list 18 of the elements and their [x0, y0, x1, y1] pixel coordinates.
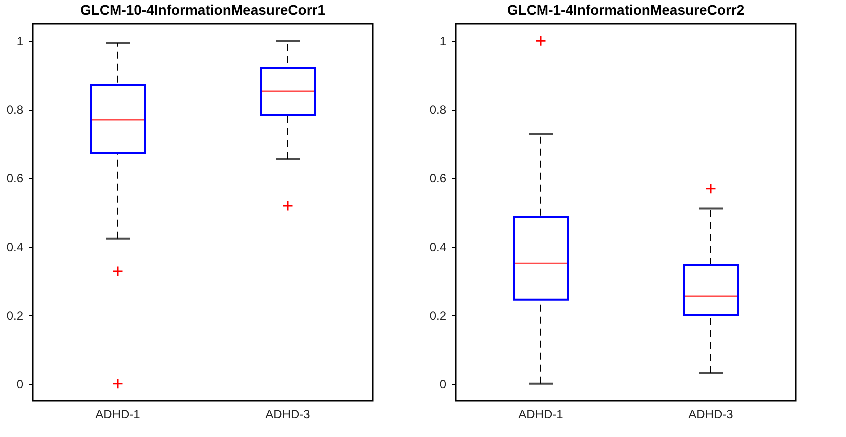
chart-title: GLCM-1-4InformationMeasureCorr2 — [507, 2, 745, 18]
x-tick-label: ADHD-3 — [688, 408, 734, 422]
y-tick-label: 0.8 — [430, 103, 447, 118]
y-tick-label: 0.6 — [430, 172, 447, 186]
y-tick-label: 0.4 — [6, 240, 24, 254]
y-tick-label: 0.2 — [430, 308, 447, 323]
y-tick-label: 0.6 — [6, 172, 24, 186]
y-tick-label: 0.2 — [6, 308, 24, 323]
x-tick-label: ADHD-1 — [96, 408, 141, 422]
chart-title: GLCM-10-4InformationMeasureCorr1 — [80, 2, 326, 18]
y-tick-label: 0 — [440, 377, 447, 392]
y-tick-label: 0.8 — [6, 103, 24, 118]
y-tick-label: 1 — [16, 34, 24, 49]
x-tick-label: ADHD-1 — [518, 408, 564, 422]
y-tick-label: 0 — [16, 377, 24, 392]
y-tick-label: 0.4 — [430, 240, 447, 254]
y-tick-label: 1 — [440, 34, 447, 49]
x-tick-label: ADHD-3 — [266, 408, 311, 422]
